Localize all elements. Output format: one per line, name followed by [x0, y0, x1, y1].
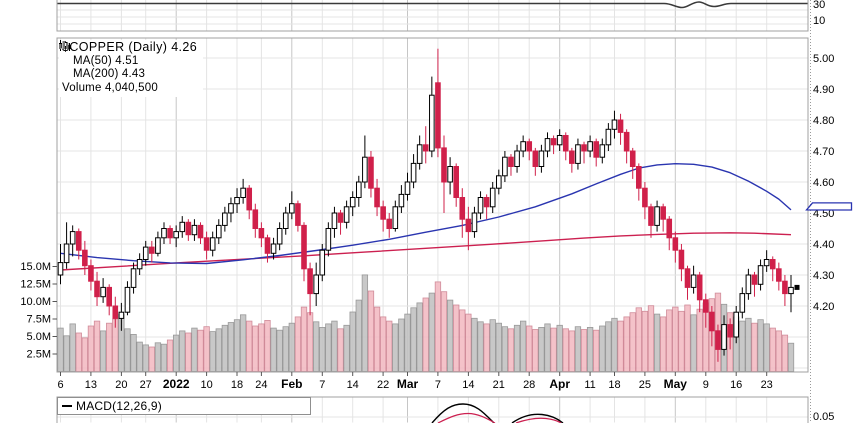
ma200-line	[60, 232, 792, 271]
svg-text:16: 16	[730, 379, 742, 391]
ma200-label: MA(200) 4.43	[73, 68, 146, 80]
svg-text:5.00: 5.00	[813, 53, 834, 65]
legend-ma50-row: MA(50) 4.51	[59, 55, 197, 69]
svg-text:May: May	[664, 377, 688, 391]
svg-text:18: 18	[608, 379, 620, 391]
macd-axis-label: 0.05	[813, 411, 834, 423]
svg-text:7: 7	[319, 379, 325, 391]
legend-ma200-row: MA(200) 4.43	[59, 68, 197, 82]
svg-text:4.20: 4.20	[813, 301, 834, 313]
svg-text:5.0M: 5.0M	[27, 331, 51, 343]
svg-text:23: 23	[761, 379, 773, 391]
ma200-line-swatch	[59, 73, 70, 76]
svg-text:9: 9	[703, 379, 709, 391]
svg-text:2.5M: 2.5M	[27, 349, 51, 361]
macd-signal-line	[437, 412, 496, 423]
svg-text:Mar: Mar	[397, 377, 419, 391]
svg-text:22: 22	[377, 379, 389, 391]
svg-text:Apr: Apr	[549, 377, 570, 391]
svg-text:4.40: 4.40	[813, 239, 834, 251]
svg-text:7.5M: 7.5M	[27, 314, 51, 326]
volume-label: Volume 4,040,500	[62, 81, 158, 94]
svg-text:4.60: 4.60	[813, 177, 834, 189]
svg-text:28: 28	[523, 379, 535, 391]
svg-text:10: 10	[200, 379, 212, 391]
svg-text:10: 10	[813, 15, 825, 27]
svg-text:4.30: 4.30	[813, 270, 834, 282]
ma50-axis-tag	[805, 202, 853, 211]
macd-signal-line-2	[515, 417, 562, 423]
macd-legend: MACD(12,26,9)	[57, 397, 311, 415]
ma50-label: MA(50) 4.51	[73, 54, 139, 67]
chart-title-row: $COPPER (Daily) 4.26	[59, 40, 198, 55]
svg-text:12.5M: 12.5M	[20, 279, 51, 291]
macd-line	[431, 403, 495, 423]
volume-axis-labels: 15.0M 12.5M 10.0M 7.5M 5.0M 2.5M	[20, 261, 57, 361]
svg-text:7: 7	[435, 379, 441, 391]
svg-text:14: 14	[462, 379, 474, 391]
x-axis-labels: 6 13 20 27 2022 10 18 24 Feb 7 14 22 Mar 7 14 21 28 Apr 11…	[57, 372, 773, 391]
svg-text:18: 18	[231, 379, 243, 391]
last-price-marker	[794, 284, 800, 290]
svg-text:Feb: Feb	[281, 377, 302, 391]
price-legend: $COPPER (Daily) 4.26 MA(50) 4.51 MA(200)…	[59, 40, 204, 97]
svg-text:2022: 2022	[163, 377, 190, 391]
svg-text:21: 21	[493, 379, 505, 391]
svg-text:4.70: 4.70	[813, 146, 834, 158]
volume-bars	[57, 274, 795, 372]
legend-volume-row: Volume 4,040,500	[59, 41, 197, 96]
upper-indicator-line	[57, 1, 808, 9]
svg-text:30: 30	[813, 0, 825, 11]
svg-text:27: 27	[140, 379, 152, 391]
svg-text:4.90: 4.90	[813, 84, 834, 96]
svg-text:20: 20	[115, 379, 127, 391]
svg-text:14: 14	[347, 379, 359, 391]
ma50-line-swatch	[59, 60, 70, 63]
svg-text:25: 25	[639, 379, 651, 391]
ma50-line	[60, 163, 792, 265]
svg-text:10.0M: 10.0M	[20, 296, 51, 308]
page-title: $COPPER (Daily) 4.26	[62, 40, 198, 54]
macd-line-2	[511, 413, 564, 423]
svg-text:13: 13	[85, 379, 97, 391]
macd-line-swatch	[62, 404, 72, 408]
svg-text:4.50: 4.50	[813, 208, 834, 220]
svg-text:24: 24	[255, 379, 267, 391]
svg-text:15.0M: 15.0M	[20, 261, 51, 273]
svg-text:4.80: 4.80	[813, 115, 834, 127]
candles	[57, 48, 794, 362]
price-axis-labels: 5.00 4.90 4.80 4.70 4.60 4.50 4.40 4.30 4.20	[813, 53, 834, 313]
svg-text:11: 11	[584, 379, 595, 391]
svg-text:6: 6	[57, 379, 63, 391]
macd-name: MACD(12,26,9)	[76, 399, 162, 413]
